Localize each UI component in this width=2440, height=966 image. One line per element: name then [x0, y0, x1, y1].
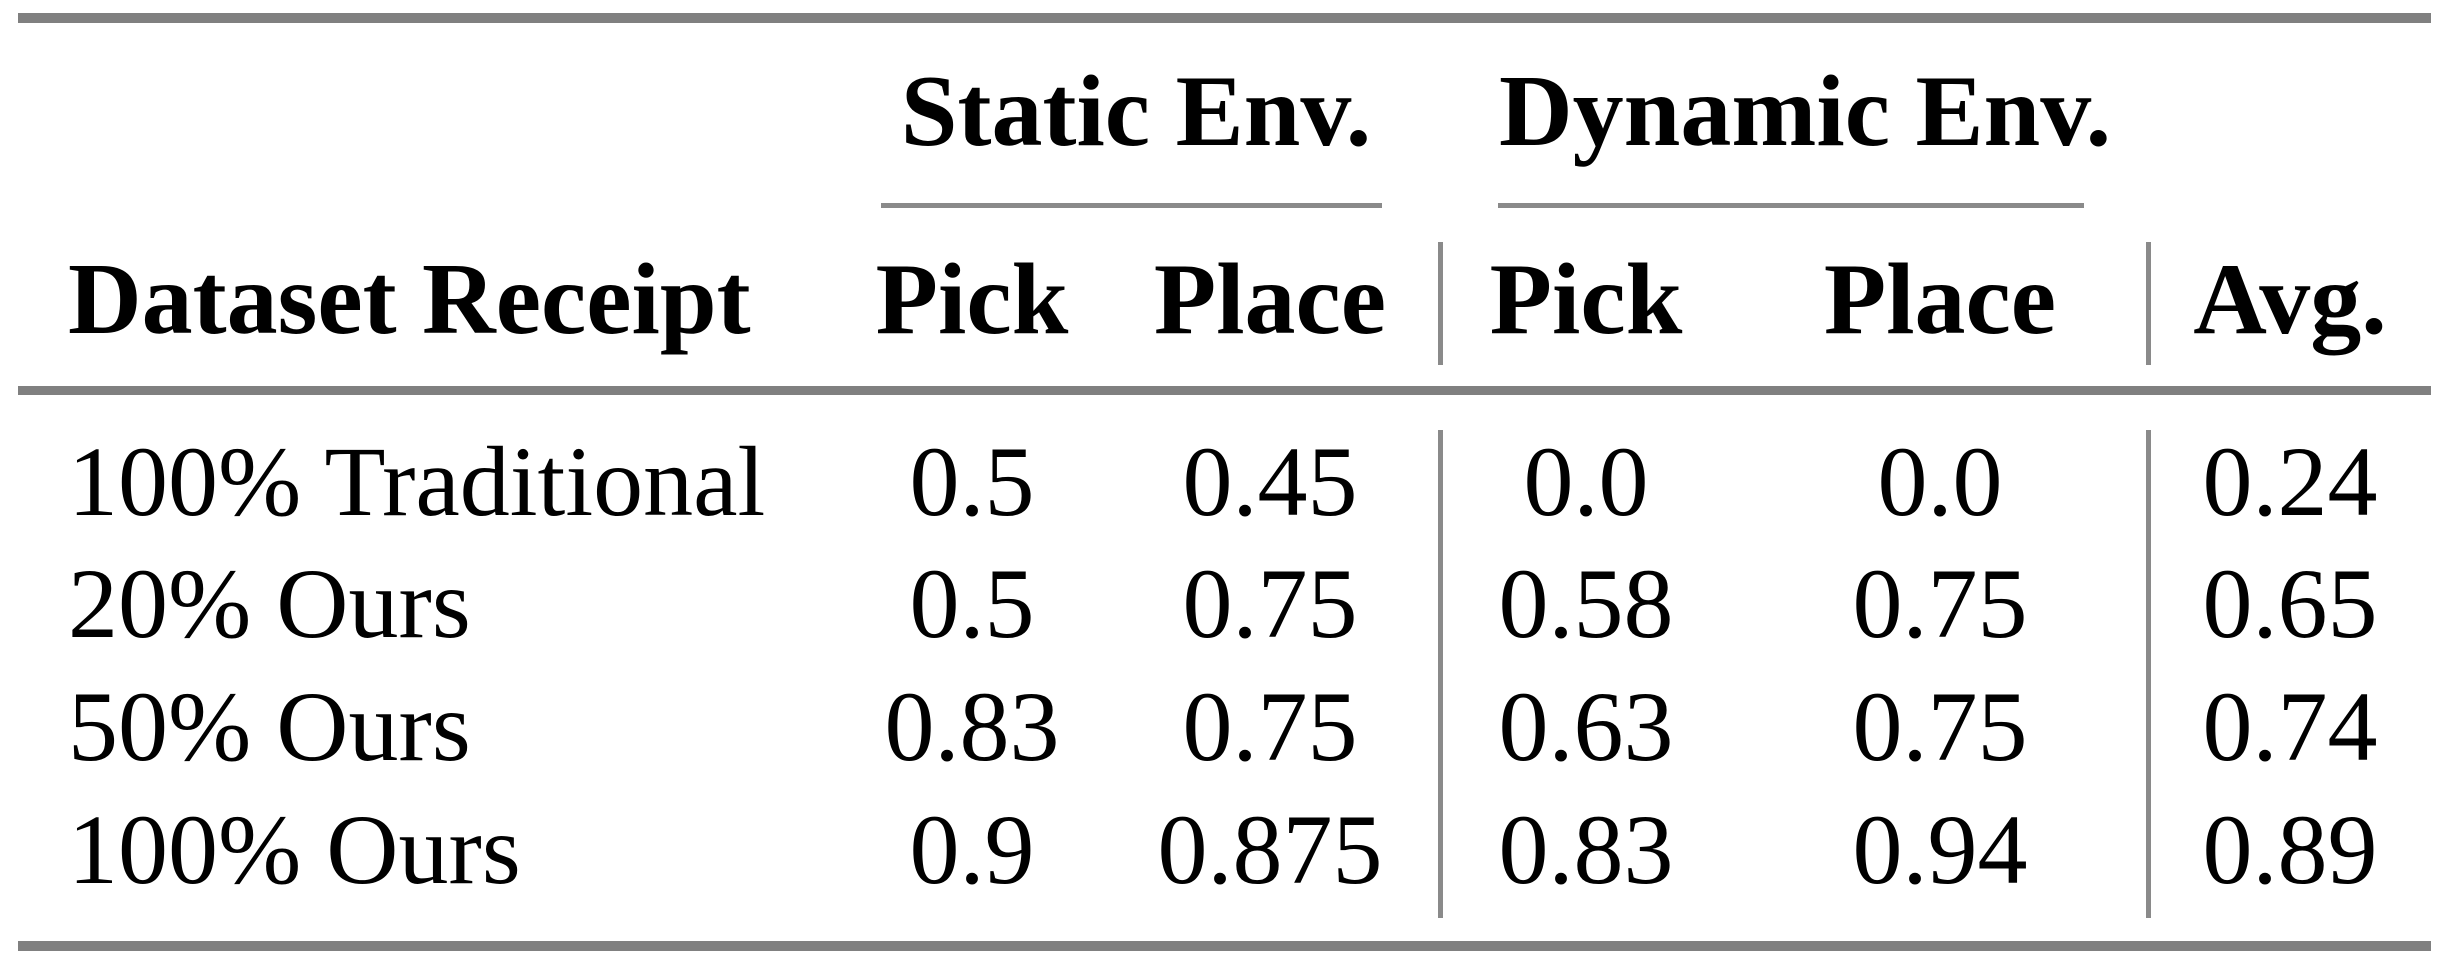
vertical-separator-static-dynamic-body [1438, 430, 1443, 918]
dynamic-place-value: 0.75 [1852, 548, 2028, 659]
vertical-separator-dynamic-avg-body [2146, 430, 2151, 918]
row-label: 100% Traditional [68, 426, 766, 537]
static-env-cmidrule [881, 203, 1382, 208]
static-place-value: 0.45 [1182, 426, 1358, 537]
column-header-static-place: Place [1153, 243, 1387, 356]
dynamic-place-value: 0.94 [1852, 794, 2028, 905]
column-header-static-pick: Pick [875, 243, 1069, 356]
vertical-separator-static-dynamic-header [1438, 242, 1443, 365]
top-rule [18, 13, 2431, 23]
avg-value: 0.65 [2202, 548, 2378, 659]
dynamic-pick-value: 0.58 [1498, 548, 1674, 659]
avg-value: 0.24 [2202, 426, 2378, 537]
dynamic-place-value: 0.75 [1852, 671, 2028, 782]
column-header-dynamic-place: Place [1823, 243, 2057, 356]
dynamic-env-cmidrule [1498, 203, 2084, 208]
row-label: 100% Ours [68, 794, 521, 905]
static-place-value: 0.875 [1157, 794, 1383, 905]
avg-value: 0.74 [2202, 671, 2378, 782]
group-header-static-env: Static Env. [900, 55, 1372, 168]
row-label: 20% Ours [68, 548, 471, 659]
static-place-value: 0.75 [1182, 548, 1358, 659]
column-header-dataset-receipt: Dataset Receipt [68, 243, 751, 356]
vertical-separator-dynamic-avg-header [2146, 242, 2151, 365]
dynamic-place-value: 0.0 [1877, 426, 2003, 537]
group-header-dynamic-env: Dynamic Env. [1499, 55, 2112, 168]
row-label: 50% Ours [68, 671, 471, 782]
column-header-avg: Avg. [2193, 243, 2387, 356]
avg-value: 0.89 [2202, 794, 2378, 905]
static-pick-value: 0.9 [909, 794, 1035, 905]
bottom-rule [18, 941, 2431, 951]
column-header-dynamic-pick: Pick [1489, 243, 1683, 356]
header-midrule [18, 386, 2431, 395]
dynamic-pick-value: 0.0 [1523, 426, 1649, 537]
static-pick-value: 0.5 [909, 426, 1035, 537]
dynamic-pick-value: 0.83 [1498, 794, 1674, 905]
static-place-value: 0.75 [1182, 671, 1358, 782]
static-pick-value: 0.83 [884, 671, 1060, 782]
dynamic-pick-value: 0.63 [1498, 671, 1674, 782]
static-pick-value: 0.5 [909, 548, 1035, 659]
